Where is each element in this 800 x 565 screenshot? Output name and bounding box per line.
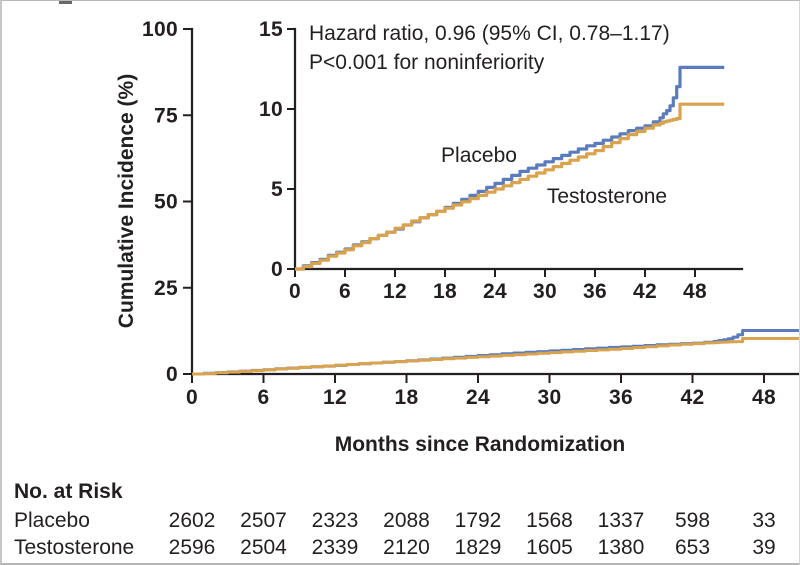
y-tick-label: 100 <box>142 18 178 41</box>
x-tick-label: 36 <box>609 386 633 409</box>
risk-value: 2504 <box>240 536 287 559</box>
testosterone-series-label: Testosterone <box>547 185 667 208</box>
x-tick-label: 48 <box>752 386 776 409</box>
x-tick-label: 36 <box>583 280 607 303</box>
y-axis-title: Cumulative Incidence (%) <box>115 74 138 328</box>
y-tick-label: 0 <box>166 363 178 386</box>
risk-value: 653 <box>674 536 711 559</box>
testosterone-curve <box>295 102 725 271</box>
risk-row-testosterone: Testosterone 2596 2504 2339 2120 1829 1605 1380… <box>2 536 799 562</box>
axis-frame <box>190 27 799 376</box>
risk-value: 2602 <box>168 509 216 532</box>
main-curves <box>192 329 799 376</box>
x-tick-label: 18 <box>395 386 419 409</box>
risk-value: 2507 <box>240 509 287 532</box>
x-tick-label: 48 <box>683 280 707 303</box>
testosterone-curve <box>192 337 799 376</box>
cumulative-incidence-chart: 0 25 50 75 100 0 6 12 18 24 30 36 42 48 0 5 10 15 0 6 12 18 2… <box>115 18 799 456</box>
x-tick-label: 30 <box>538 386 562 409</box>
risk-row-label: Placebo <box>14 509 90 532</box>
risk-value: 1568 <box>526 509 573 532</box>
x-tick-label: 30 <box>533 280 557 303</box>
x-axis-title: Months since Randomization <box>335 433 626 456</box>
placebo-curve <box>192 329 799 376</box>
y-tick-label: 10 <box>259 98 283 121</box>
noninferiority-annotation: P<0.001 for noninferiority <box>309 51 545 74</box>
y-tick-label: 15 <box>259 18 283 41</box>
risk-value: 33 <box>752 509 776 532</box>
risk-value: 1380 <box>597 536 645 559</box>
cropped-text-artifact <box>59 1 72 4</box>
x-tick-label: 0 <box>186 386 198 409</box>
x-tick-label: 42 <box>681 386 705 409</box>
placebo-curve <box>295 65 725 271</box>
y-tick-label: 0 <box>271 258 283 281</box>
x-tick-label: 12 <box>323 386 347 409</box>
risk-value: 2596 <box>168 536 216 559</box>
placebo-series-label: Placebo <box>441 144 517 167</box>
risk-row-placebo: Placebo 2602 2507 2323 2088 1792 1568 1337 598 33 <box>2 509 799 535</box>
risk-table-title: No. at Risk <box>14 480 123 503</box>
risk-value: 2088 <box>383 509 430 532</box>
x-tick-label: 24 <box>466 386 490 409</box>
x-tick-label: 24 <box>483 280 507 303</box>
x-tick-label: 42 <box>633 280 657 303</box>
y-tick-label: 50 <box>154 191 178 214</box>
risk-value: 1605 <box>526 536 573 559</box>
x-tick-label: 6 <box>339 280 351 303</box>
inset-curves <box>295 65 725 271</box>
x-tick-label: 18 <box>433 280 457 303</box>
risk-value: 1792 <box>454 509 502 532</box>
risk-value: 39 <box>752 536 776 559</box>
risk-value: 2120 <box>383 536 430 559</box>
y-tick-label: 25 <box>154 277 178 300</box>
risk-value: 1829 <box>454 536 502 559</box>
risk-value: 2339 <box>311 536 359 559</box>
y-tick-label: 75 <box>154 104 178 127</box>
hazard-ratio-annotation: Hazard ratio, 0.96 (95% CI, 0.78–1.17) <box>309 22 670 45</box>
risk-value: 598 <box>674 509 711 532</box>
risk-row-label: Testosterone <box>14 536 135 559</box>
risk-value: 1337 <box>597 509 645 532</box>
y-tick-label: 5 <box>271 178 283 201</box>
risk-value: 2323 <box>311 509 359 532</box>
x-tick-label: 0 <box>289 280 301 303</box>
x-tick-label: 12 <box>383 280 407 303</box>
x-tick-label: 6 <box>258 386 270 409</box>
